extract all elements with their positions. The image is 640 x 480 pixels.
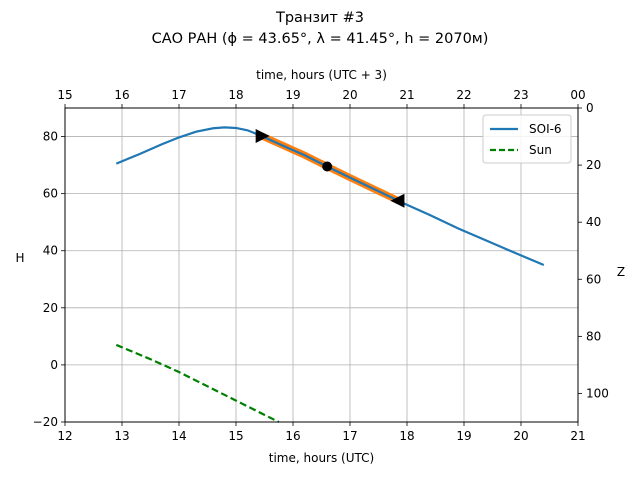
top-tick-label: 17 (171, 88, 186, 102)
chart-title-line2: САО РАН (ϕ = 43.65°, λ = 41.45°, h = 207… (152, 31, 489, 47)
x-tick-label: 16 (285, 429, 300, 443)
legend-label-soi-6: SOI-6 (529, 122, 562, 136)
top-tick-label: 18 (228, 88, 243, 102)
top-axis-label: time, hours (UTC + 3) (256, 68, 387, 82)
top-tick-label: 20 (342, 88, 357, 102)
right-tick-label: 0 (586, 101, 594, 115)
x-tick-label: 21 (570, 429, 585, 443)
y-axis-label: H (15, 251, 24, 265)
series-line-sun (115, 343, 280, 423)
right-tick-label: 100 (586, 386, 609, 400)
x-tick-label: 12 (57, 429, 72, 443)
y-tick-label: 40 (43, 244, 58, 258)
y-tick-label: 0 (50, 358, 58, 372)
x-tick-label: 18 (399, 429, 414, 443)
legend: SOI-6 Sun (482, 114, 572, 164)
transit-middle-marker (322, 161, 333, 172)
series-line-soi-6 (115, 126, 545, 267)
x-tick-label: 15 (228, 429, 243, 443)
top-tick-label: 00 (570, 88, 585, 102)
right-tick-label: 40 (586, 215, 601, 229)
top-tick-label: 23 (513, 88, 528, 102)
x-tick-label: 19 (456, 429, 471, 443)
top-tick-label: 16 (114, 88, 129, 102)
legend-label-sun: Sun (529, 143, 552, 157)
y-tick-label: 20 (43, 301, 58, 315)
top-tick-label: 15 (57, 88, 72, 102)
transit-end-marker (390, 193, 405, 208)
y-tick-label: 80 (43, 130, 58, 144)
top-tick-label: 22 (456, 88, 471, 102)
y-tick-label: 60 (43, 187, 58, 201)
y-tick-label: −20 (33, 415, 58, 429)
top-tick-label: 19 (285, 88, 300, 102)
x-tick-label: 20 (513, 429, 528, 443)
transit-start-marker (255, 128, 270, 143)
marker-layer (255, 128, 405, 208)
right-tick-label: 20 (586, 158, 601, 172)
plot-frame (64, 107, 579, 423)
right-axis-label: Z (617, 265, 625, 279)
top-tick-label: 21 (399, 88, 414, 102)
x-tick-label: 17 (342, 429, 357, 443)
right-tick-label: 80 (586, 329, 601, 343)
x-tick-label: 14 (171, 429, 186, 443)
x-axis-label: time, hours (UTC) (269, 451, 374, 465)
x-tick-label: 13 (114, 429, 129, 443)
series-layer (115, 126, 545, 423)
chart-title-line1: Транзит #3 (275, 10, 364, 26)
right-tick-label: 60 (586, 272, 601, 286)
